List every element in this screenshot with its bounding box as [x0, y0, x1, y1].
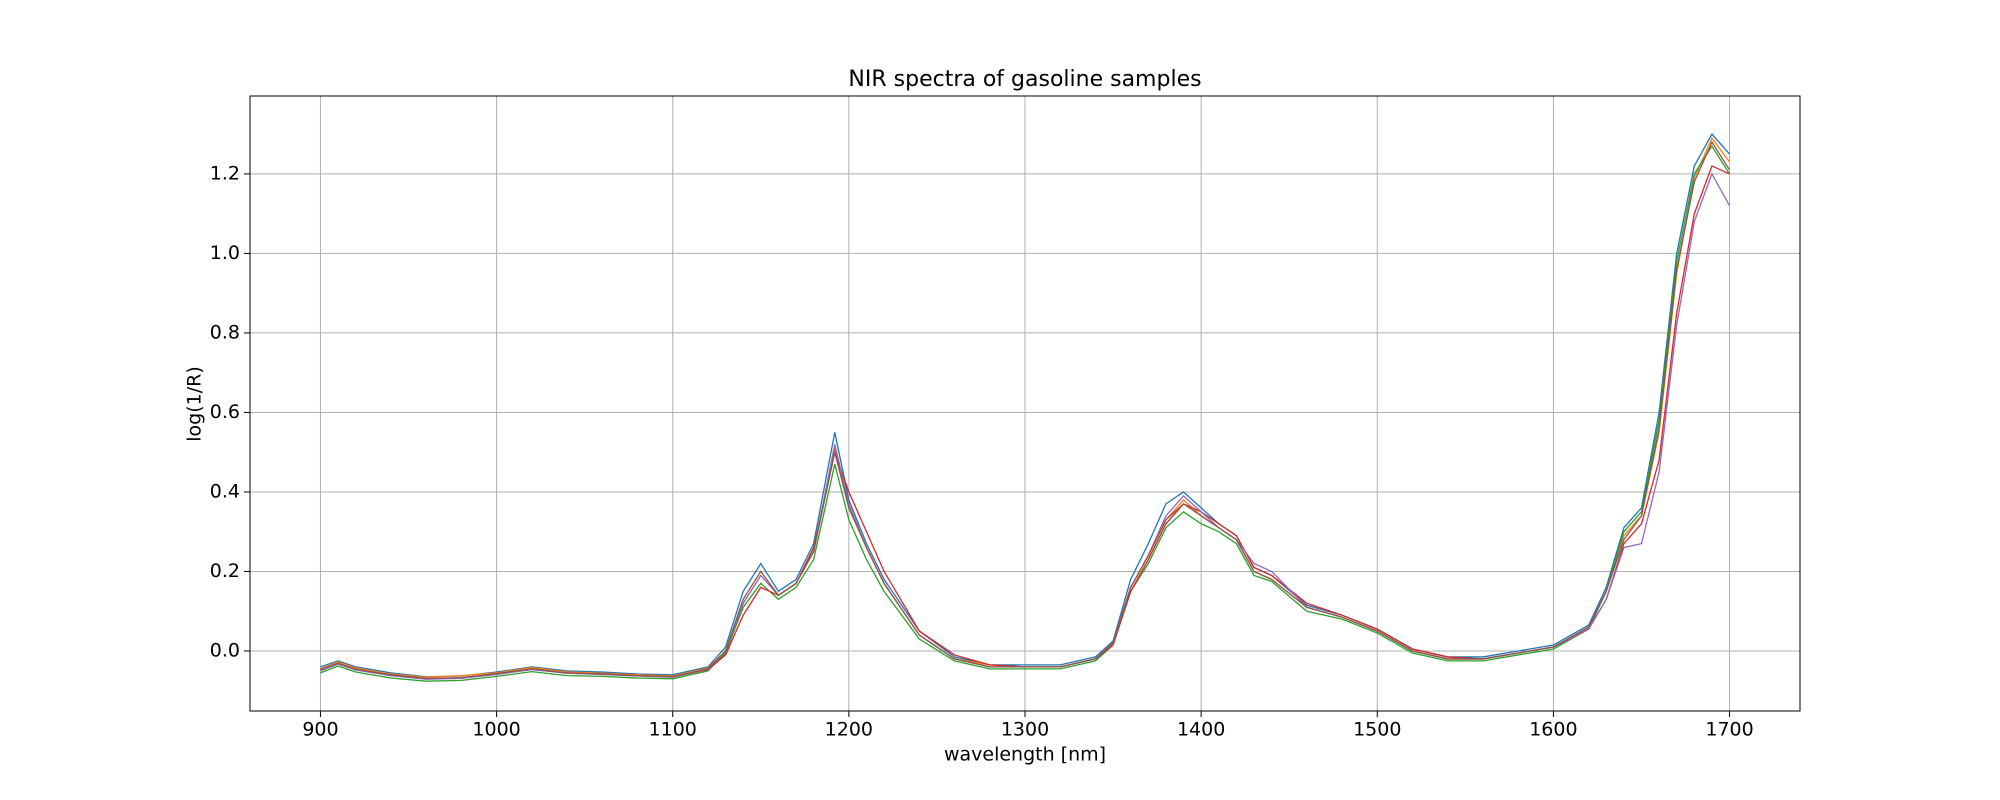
x-tick-label: 1100 — [649, 719, 697, 741]
y-axis-label: log(1/R) — [184, 366, 206, 441]
y-tick-label: 0.0 — [210, 639, 240, 661]
x-tick-label: 1700 — [1705, 719, 1753, 741]
y-tick-label: 1.2 — [210, 162, 240, 184]
spectrum-line — [320, 140, 1731, 680]
x-axis-label: wavelength [nm] — [944, 744, 1106, 766]
plot-frame — [249, 95, 1801, 712]
y-tick-label: 0.8 — [210, 321, 240, 343]
x-tick-label: 1000 — [472, 719, 520, 741]
x-tick-label: 1400 — [1177, 719, 1225, 741]
x-tick-label: 1300 — [1001, 719, 1049, 741]
x-tick-label: 1600 — [1529, 719, 1577, 741]
x-tick-label: 900 — [302, 719, 338, 741]
x-tick-label: 1500 — [1353, 719, 1401, 741]
y-tick-label: 0.2 — [210, 560, 240, 582]
y-tick-label: 0.6 — [210, 401, 240, 423]
chart-title: NIR spectra of gasoline samples — [848, 67, 1201, 92]
spectrum-line — [320, 133, 1731, 678]
y-tick-label: 0.4 — [210, 480, 240, 502]
x-tick-label: 1200 — [825, 719, 873, 741]
y-tick-label: 1.0 — [210, 242, 240, 264]
spectrum-line — [320, 144, 1731, 682]
